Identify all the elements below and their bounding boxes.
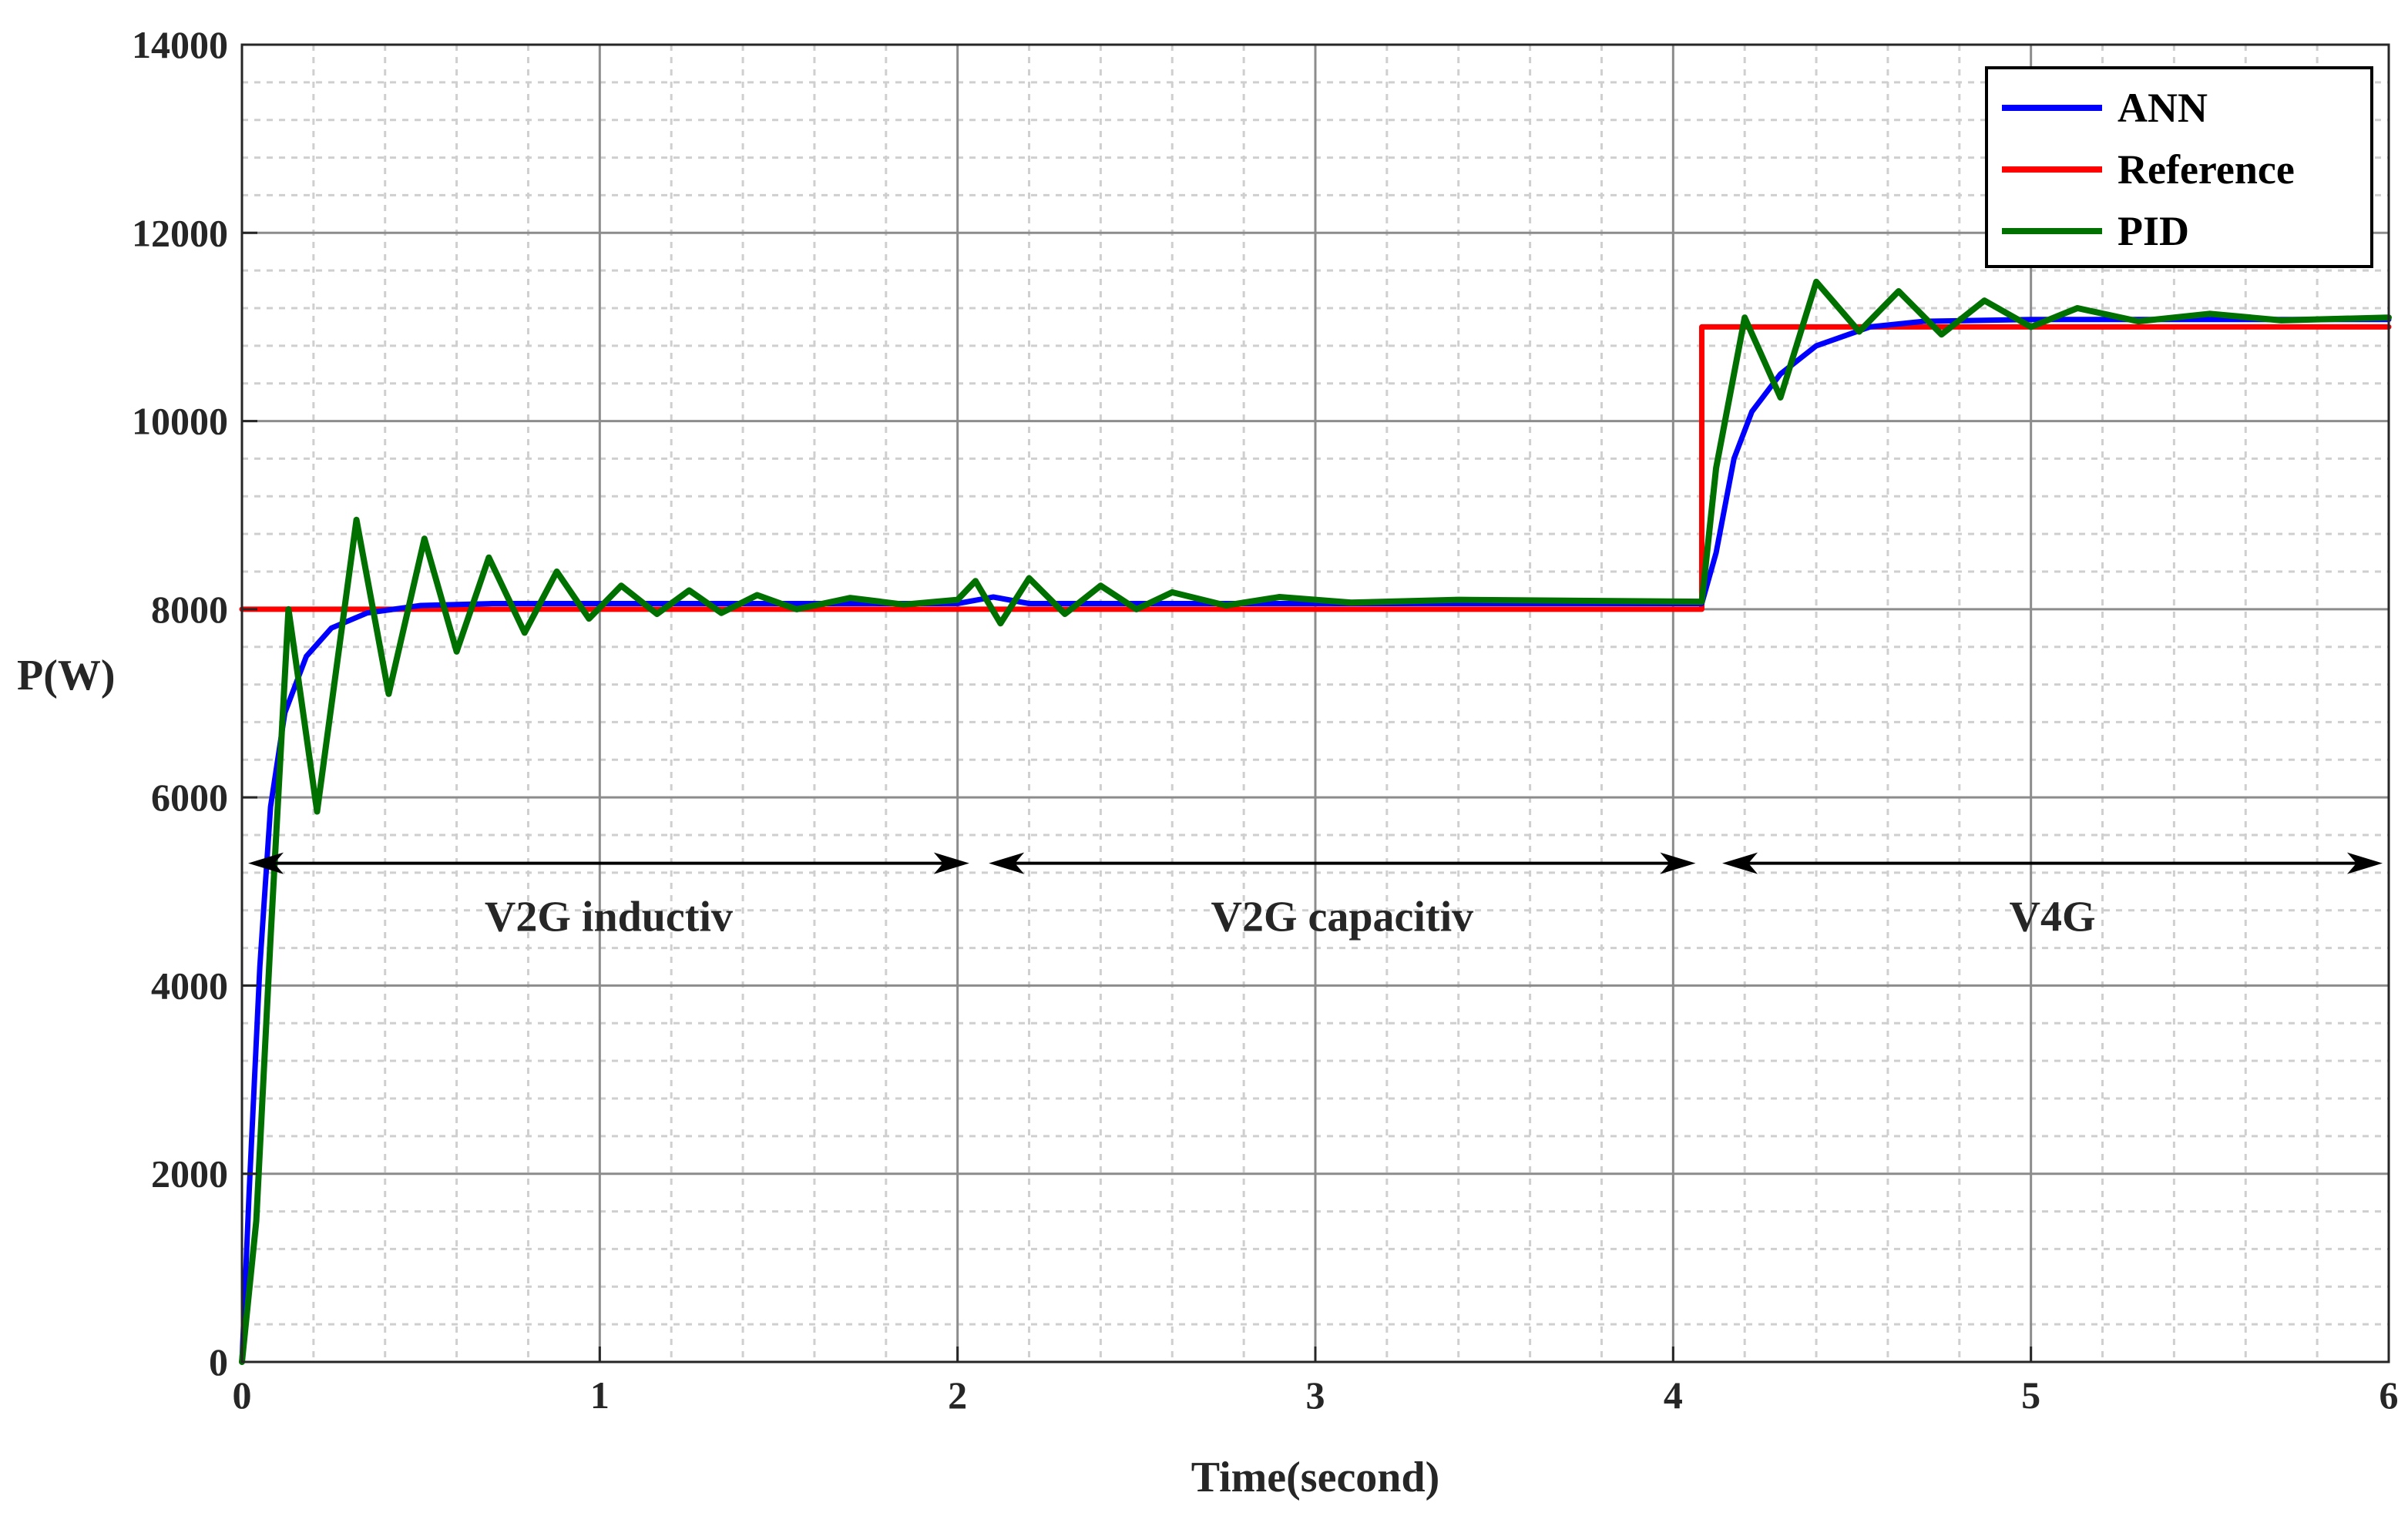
annotation-arrowhead-right — [933, 852, 969, 874]
y-tick-label: 2000 — [151, 1152, 228, 1196]
annotation-layer: V2G inductiv V2G capacitiv V4G — [248, 852, 2383, 941]
y-tick-label: 6000 — [151, 776, 228, 819]
y-axis-title: P(W) — [17, 652, 116, 699]
y-tick-label: 12000 — [132, 211, 228, 254]
annotation-label: V4G — [2010, 894, 2096, 941]
annotation-arrowhead-right — [1660, 852, 1696, 874]
x-tick-label: 3 — [1306, 1373, 1325, 1417]
series-line-reference — [239, 324, 2392, 612]
series-line-ann — [239, 317, 2392, 1365]
annotation-arrowhead-left — [1722, 852, 1758, 874]
y-tick-label: 4000 — [151, 964, 228, 1007]
x-tick-label: 6 — [2379, 1373, 2399, 1417]
annotation-label: V2G inductiv — [485, 894, 733, 941]
legend-label-reference: Reference — [2117, 146, 2295, 193]
x-tick-label: 2 — [948, 1373, 967, 1417]
series-layer — [239, 278, 2392, 1365]
legend-label-pid: PID — [2117, 208, 2189, 254]
x-tick-labels: 0 1 2 3 4 5 6 — [233, 1347, 2399, 1417]
y-tick-label: 14000 — [132, 23, 228, 66]
x-tick-label: 4 — [1664, 1373, 1683, 1417]
annotation-arrowhead-right — [2347, 852, 2383, 874]
x-axis-title: Time(second) — [1191, 1454, 1440, 1501]
annotation-label: V2G capacitiv — [1211, 894, 1474, 941]
annotation-arrowhead-left — [248, 852, 284, 874]
annotation-arrowhead-left — [989, 852, 1025, 874]
legend-label-ann: ANN — [2117, 85, 2208, 131]
y-tick-label: 0 — [209, 1340, 228, 1384]
y-tick-label: 10000 — [132, 400, 228, 443]
legend: ANN Reference PID — [1985, 66, 2373, 268]
x-tick-label: 5 — [2021, 1373, 2040, 1417]
y-tick-label: 8000 — [151, 588, 228, 631]
x-tick-label: 1 — [590, 1373, 610, 1417]
series-line-pid — [239, 278, 2392, 1365]
x-tick-label: 0 — [233, 1373, 252, 1417]
y-tick-labels: 0 2000 4000 6000 8000 10000 12000 14000 — [132, 23, 257, 1384]
